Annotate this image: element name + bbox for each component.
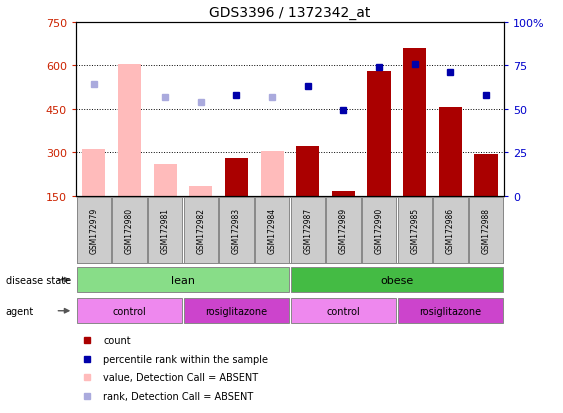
Text: rosiglitazone: rosiglitazone [419,306,481,316]
Bar [397,298,503,324]
Text: agent: agent [6,306,34,316]
Text: control: control [327,306,360,316]
Text: disease state: disease state [6,275,71,285]
Bar [189,186,212,196]
Bar [82,150,105,196]
Bar [469,198,503,263]
Text: rank, Detection Call = ABSENT: rank, Detection Call = ABSENT [104,392,254,401]
Bar [397,198,432,263]
Bar [154,164,177,196]
Bar [291,198,325,263]
Text: GSM172984: GSM172984 [267,208,276,254]
Text: rosiglitazone: rosiglitazone [205,306,267,316]
Text: count: count [104,335,131,345]
Bar [261,152,284,196]
Bar [184,198,218,263]
Bar [184,298,289,324]
Text: GSM172985: GSM172985 [410,208,419,254]
Text: GSM172979: GSM172979 [90,208,99,254]
Text: control: control [113,306,146,316]
Bar [439,108,462,196]
Bar [368,72,391,196]
Text: GSM172986: GSM172986 [446,208,455,254]
Text: GSM172990: GSM172990 [374,208,383,254]
Text: GSM172980: GSM172980 [125,208,134,254]
Text: GSM172987: GSM172987 [303,208,312,254]
Bar [332,192,355,196]
Text: value, Detection Call = ABSENT: value, Detection Call = ABSENT [104,373,258,382]
Bar [296,147,319,196]
Bar [77,298,182,324]
Bar [220,198,253,263]
Bar [77,267,289,293]
Text: GSM172983: GSM172983 [232,208,241,254]
Bar [291,267,503,293]
Bar [225,159,248,196]
Bar [291,298,396,324]
Bar [113,198,146,263]
Bar [362,198,396,263]
Text: obese: obese [380,275,414,285]
Bar [434,198,467,263]
Bar [403,49,426,196]
Text: lean: lean [171,275,195,285]
Bar [255,198,289,263]
Title: GDS3396 / 1372342_at: GDS3396 / 1372342_at [209,6,370,20]
Text: GSM172982: GSM172982 [196,208,205,254]
Bar [118,64,141,196]
Bar [327,198,360,263]
Bar [475,154,498,196]
Text: GSM172981: GSM172981 [160,208,169,254]
Bar [148,198,182,263]
Bar [77,198,111,263]
Text: percentile rank within the sample: percentile rank within the sample [104,354,269,363]
Text: GSM172989: GSM172989 [339,208,348,254]
Text: GSM172988: GSM172988 [481,208,490,254]
